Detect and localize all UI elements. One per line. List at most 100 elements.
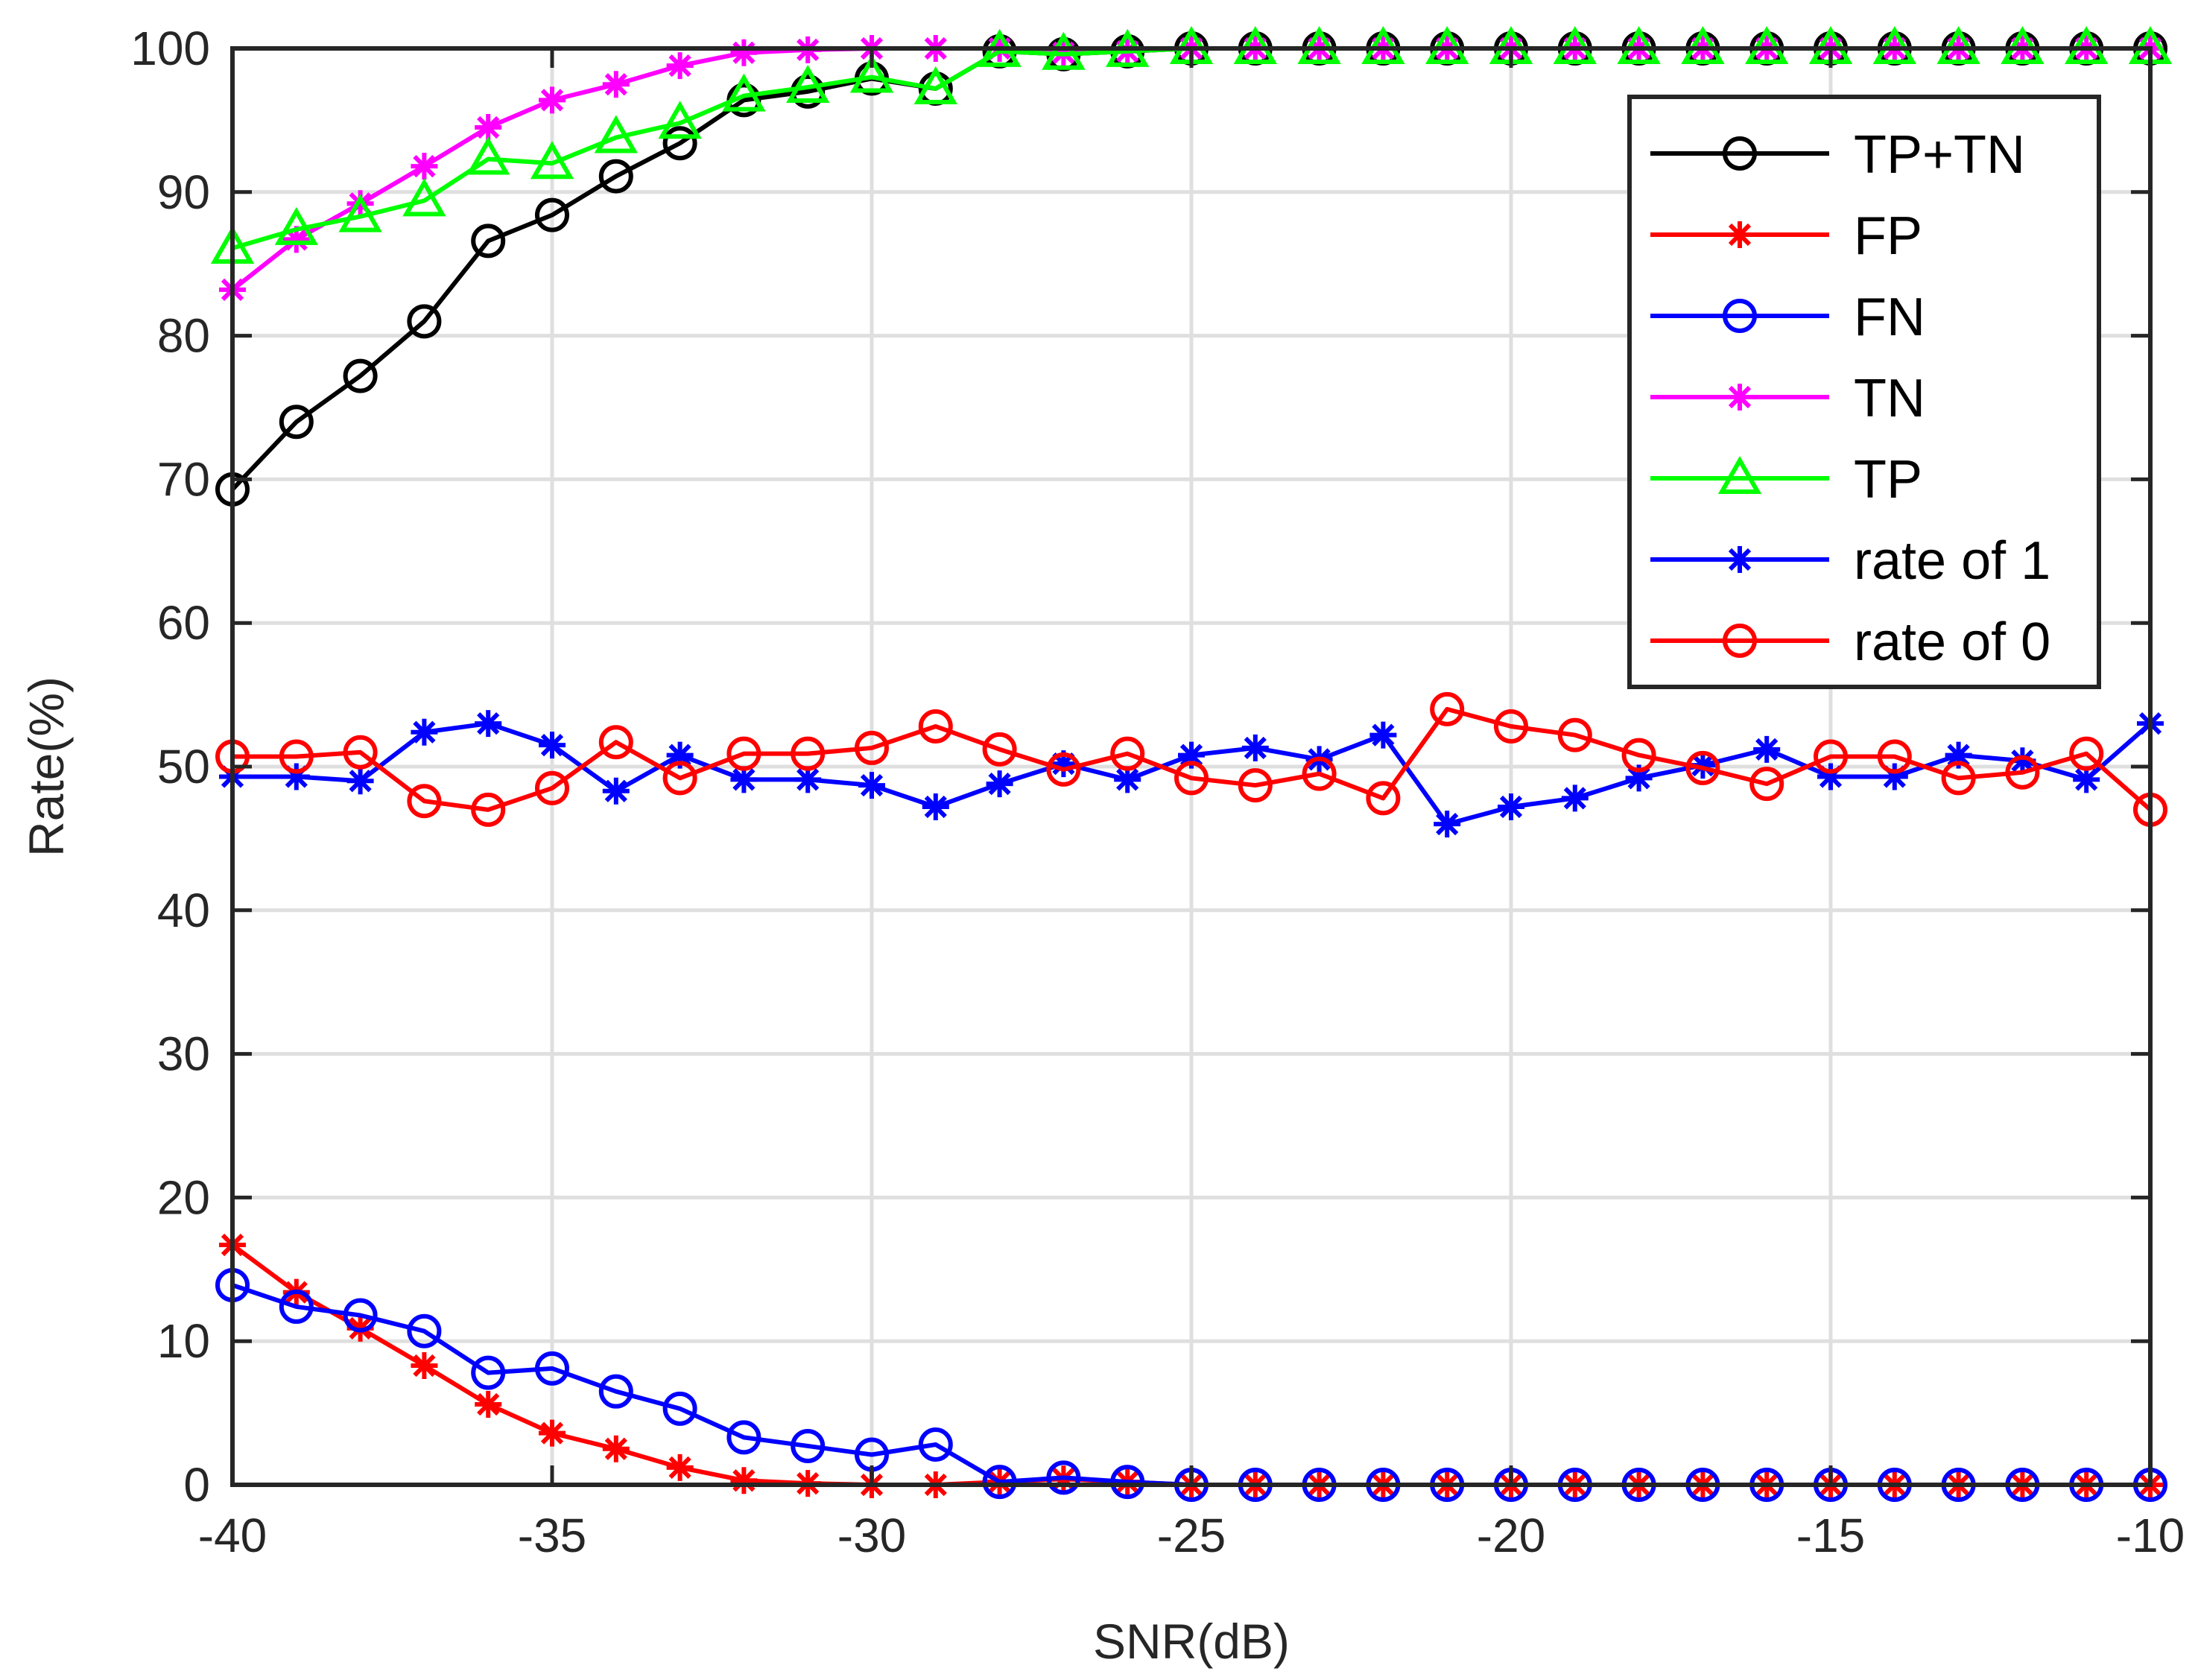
- data-point-rate-of-1: [986, 770, 1013, 798]
- data-point-tn: [602, 71, 630, 98]
- data-point-rate-of-1: [346, 767, 374, 795]
- x-tick-label: -15: [1796, 1509, 1866, 1562]
- tick-labels: -40 -35 -30 -25 -20 -15 -10 0 10 20 30 40 50 60 70 80 90…: [130, 22, 2185, 1562]
- data-point-fp: [602, 1435, 630, 1462]
- legend-marker: [1723, 136, 1757, 171]
- data-point-fn: [1110, 1465, 1145, 1500]
- data-point-rate-of-1: [922, 793, 949, 820]
- data-point-fn: [343, 1298, 378, 1333]
- y-tick-label: 10: [157, 1314, 210, 1368]
- y-tick-label: 30: [157, 1027, 210, 1081]
- data-point-rate-of-0: [1110, 736, 1145, 771]
- x-axis-label: SNR(dB): [1093, 1614, 1290, 1669]
- data-point-rate-of-0: [471, 792, 506, 827]
- data-point-rate-of-1: [794, 766, 822, 793]
- data-point-fn: [982, 1465, 1017, 1500]
- data-point-tp-tn: [598, 159, 633, 194]
- data-point-rate-of-1: [282, 763, 310, 790]
- data-point-fn: [791, 1428, 826, 1463]
- data-point-tn: [475, 114, 502, 142]
- data-point-tn: [666, 52, 694, 80]
- y-tick-label: 50: [157, 740, 210, 793]
- data-point-tp-tn: [343, 358, 378, 393]
- data-point-rate-of-1: [539, 732, 566, 759]
- legend-label: rate of 1: [1854, 531, 2050, 591]
- data-point-rate-of-0: [598, 725, 633, 760]
- x-tick-label: -40: [198, 1509, 267, 1562]
- series-rate-of-1: [219, 710, 2164, 838]
- data-point-rate-of-1: [1753, 735, 1781, 763]
- data-point-fp: [539, 1419, 566, 1447]
- data-point-rate-of-0: [2005, 755, 2040, 790]
- data-point-tp: [466, 136, 510, 175]
- x-tick-label: -10: [2116, 1509, 2185, 1562]
- data-point-fp: [475, 1391, 502, 1419]
- data-point-rate-of-0: [1302, 756, 1337, 791]
- series-rate-of-0: [215, 691, 2167, 827]
- data-point-rate-of-1: [1817, 763, 1844, 790]
- data-point-rate-of-0: [1238, 768, 1273, 803]
- data-point-rate-of-1: [1625, 764, 1653, 792]
- data-point-tp: [786, 65, 830, 104]
- data-point-fn: [726, 1420, 761, 1455]
- data-point-tp: [338, 194, 382, 232]
- data-point-rate-of-0: [1174, 761, 1209, 796]
- legend-item-rate-of-0: rate of 0: [1650, 612, 2050, 672]
- data-point-rate-of-0: [982, 732, 1017, 767]
- data-point-rate-of-0: [1430, 691, 1465, 726]
- legend: TP+TN FP FN TN TP rate of 1 rate of 0: [1627, 95, 2101, 689]
- y-tick-label: 80: [157, 309, 210, 363]
- series-line-rate-of-0: [232, 706, 2152, 812]
- data-point-fp: [730, 1467, 758, 1494]
- data-point-rate-of-0: [407, 784, 442, 819]
- data-point-tp: [274, 206, 318, 245]
- legend-item-tp: TP: [1650, 450, 1922, 510]
- data-point-rate-of-0: [1494, 709, 1528, 744]
- data-point-rate-of-0: [1557, 717, 1592, 752]
- legend-label: FN: [1854, 288, 1925, 347]
- data-point-rate-of-0: [918, 709, 953, 744]
- legend-marker: [1726, 221, 1753, 248]
- data-point-tp: [594, 115, 638, 153]
- data-point-rate-of-1: [1945, 741, 1972, 769]
- legend-item-fn: FN: [1650, 288, 1925, 347]
- data-point-rate-of-0: [535, 770, 569, 805]
- x-tick-label: -20: [1477, 1509, 1546, 1562]
- data-point-tp: [402, 178, 446, 217]
- data-point-rate-of-0: [1814, 739, 1848, 774]
- legend-marker: [1726, 546, 1753, 573]
- legend-box: [1627, 95, 2101, 689]
- data-point-tp-tn: [535, 197, 569, 232]
- data-point-rate-of-0: [791, 736, 826, 771]
- data-point-fp: [411, 1351, 438, 1379]
- legend-label: TP: [1854, 450, 1922, 510]
- data-point-rate-of-1: [411, 718, 438, 746]
- data-point-rate-of-1: [1561, 784, 1589, 812]
- legend-item-tp-tn: TP+TN: [1650, 125, 2025, 185]
- data-point-tn: [282, 226, 310, 253]
- data-point-rate-of-0: [1941, 761, 1976, 796]
- legend-marker: [1723, 624, 1757, 658]
- data-point-rate-of-0: [726, 736, 761, 771]
- data-point-tp: [658, 101, 702, 139]
- data-point-rate-of-1: [1178, 741, 1205, 769]
- data-point-rate-of-1: [1434, 811, 1461, 838]
- data-point-rate-of-1: [602, 777, 630, 805]
- data-point-rate-of-1: [858, 772, 885, 799]
- legend-marker: [1717, 455, 1762, 494]
- data-point-rate-of-0: [662, 761, 697, 796]
- legend-label: FP: [1854, 206, 1922, 266]
- data-point-rate-of-1: [1498, 793, 1524, 820]
- legend-item-rate-of-1: rate of 1: [1650, 531, 2050, 591]
- legend-marker: [1726, 384, 1753, 411]
- data-point-rate-of-0: [1621, 738, 1656, 773]
- data-point-rate-of-0: [1749, 767, 1784, 802]
- data-point-rate-of-0: [1877, 739, 1912, 774]
- data-point-rate-of-0: [855, 730, 889, 765]
- data-point-fn: [1046, 1460, 1081, 1495]
- legend-label: TN: [1854, 369, 1925, 428]
- data-point-rate-of-1: [1881, 763, 1908, 790]
- data-point-rate-of-1: [475, 710, 502, 738]
- data-point-fn: [918, 1427, 953, 1462]
- data-point-rate-of-1: [1369, 721, 1397, 749]
